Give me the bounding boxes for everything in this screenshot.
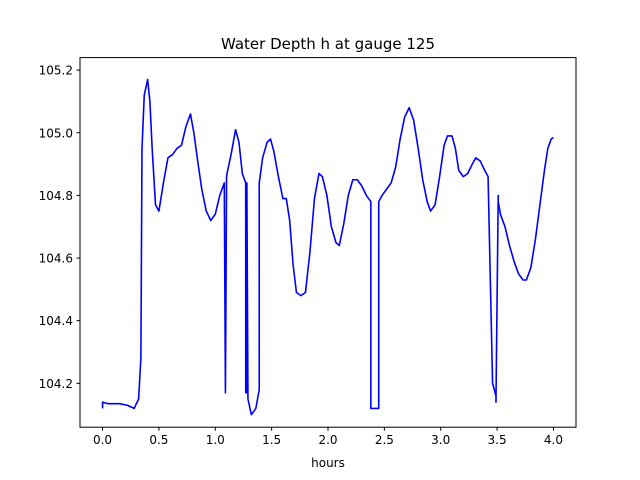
x-tick-label: 2.0 (318, 433, 337, 447)
y-tick-label: 104.8 (39, 189, 73, 203)
x-tick-label: 1.5 (262, 433, 281, 447)
x-tick-label: 2.5 (375, 433, 394, 447)
x-axis: 0.0 0.5 1.0 1.5 2.0 2.5 3.0 3.5 4.0 (93, 427, 563, 447)
plot-area (101, 78, 554, 416)
y-tick-label: 104.2 (39, 377, 73, 391)
x-tick-label: 4.0 (544, 433, 563, 447)
x-axis-label: hours (311, 456, 345, 470)
plot-frame (79, 57, 577, 428)
x-tick-label: 3.0 (431, 433, 450, 447)
y-axis: 104.2 104.4 104.6 104.8 105.0 105.2 (39, 64, 80, 391)
y-tick-label: 105.2 (39, 64, 73, 78)
y-tick-label: 105.0 (39, 126, 73, 140)
series-line-0 (101, 78, 554, 416)
x-tick-label: 0.0 (93, 433, 112, 447)
y-tick-label: 104.6 (39, 252, 73, 266)
chart-title: Water Depth h at gauge 125 (221, 35, 435, 53)
x-tick-label: 3.5 (488, 433, 507, 447)
y-tick-label: 104.4 (39, 314, 73, 328)
x-tick-label: 0.5 (149, 433, 168, 447)
x-tick-label: 1.0 (206, 433, 225, 447)
